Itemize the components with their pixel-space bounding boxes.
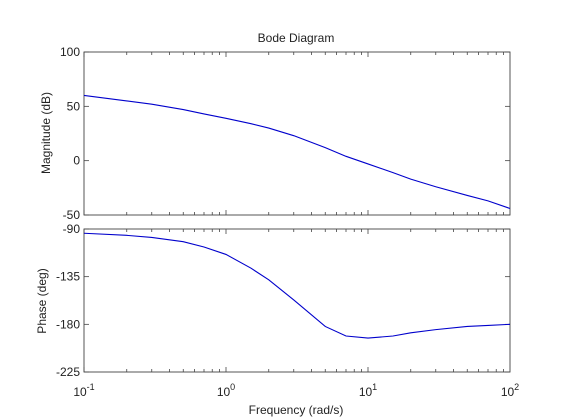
chart-title: Bode Diagram [258, 31, 335, 45]
magnitude-curve [83, 94, 511, 209]
xtick-label: 100 [217, 382, 235, 399]
xtick-label: 101 [359, 382, 377, 399]
xtick-label: 102 [501, 382, 519, 399]
phase-curve [83, 232, 511, 339]
magnitude-ytick-label: -50 [63, 208, 81, 222]
phase-plot-frame [83, 228, 511, 373]
magnitude-ytick-label: 50 [67, 99, 81, 113]
phase-ytick-label: -180 [56, 317, 80, 331]
xtick-label: 10-1 [73, 382, 94, 399]
frequency-xlabel: Frequency (rad/s) [249, 403, 344, 417]
phase-ylabel: Phase (deg) [35, 268, 49, 333]
magnitude-ytick-label: 100 [60, 45, 80, 59]
magnitude-ylabel: Magnitude (dB) [39, 92, 53, 174]
magnitude-panel: -50 0 50 100 Magnitude (dB) [39, 45, 511, 222]
phase-ytick-label: -135 [56, 270, 80, 284]
magnitude-ytick-label: 0 [73, 154, 80, 168]
phase-ytick-label: -90 [63, 222, 81, 236]
phase-panel: -90 -135 -180 -225 Phase (deg) [35, 222, 511, 379]
phase-ytick-label: -225 [56, 365, 80, 379]
magnitude-plot-frame [83, 51, 511, 216]
